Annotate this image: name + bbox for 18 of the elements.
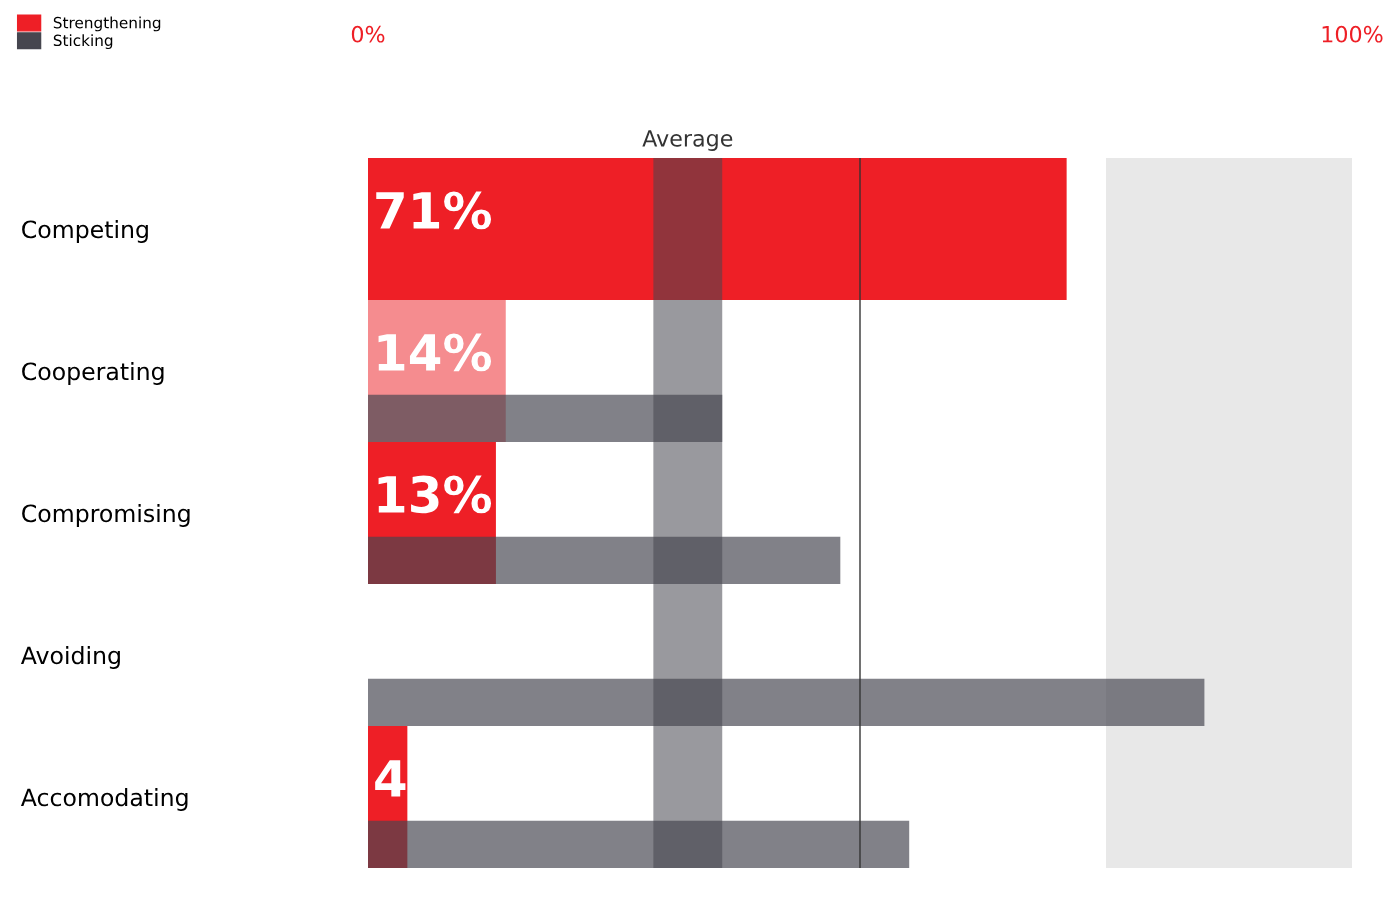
x-tick-label: 0% — [351, 25, 385, 43]
data-label: 13% — [378, 475, 492, 514]
x-tick-label: 100% — [1322, 25, 1383, 43]
legend-label: Sticking — [53, 34, 113, 50]
y-tick-label: Accomodating — [20, 788, 188, 811]
bar — [368, 158, 1067, 300]
y-tick-label: Cooperating — [22, 362, 164, 385]
bar — [368, 442, 496, 584]
y-tick-label: Avoiding — [20, 646, 120, 669]
bar — [368, 678, 1205, 726]
y-tick-label: Compromising — [22, 504, 190, 527]
legend-label: Strengthening — [53, 16, 161, 32]
y-tick-label: Competing — [22, 220, 148, 243]
data-label: 71% — [376, 191, 492, 230]
band-label: Average — [642, 130, 733, 151]
data-label: 4 — [375, 760, 406, 797]
data-label: 14% — [378, 333, 492, 372]
bar — [368, 300, 506, 442]
